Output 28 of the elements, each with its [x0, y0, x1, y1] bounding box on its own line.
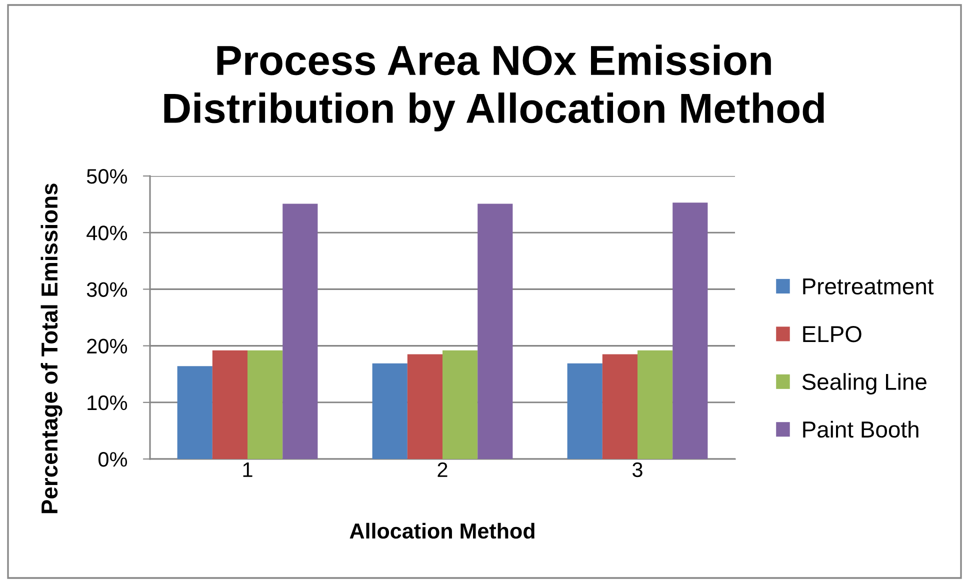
x-tick-label: 1: [243, 462, 252, 477]
bar: [672, 202, 708, 459]
legend-label: Pretreatment: [803, 278, 934, 295]
bar: [282, 204, 318, 459]
x-tick-label: 3: [632, 462, 642, 478]
bar: [212, 350, 248, 459]
bar: [177, 366, 212, 459]
y-tick-label: 50%: [86, 169, 128, 184]
bar: [248, 350, 283, 459]
x-tick-label: 2: [438, 462, 448, 477]
legend-label: ELPO: [803, 326, 862, 342]
y-tick-label: 40%: [86, 226, 128, 240]
y-axis-title: Percentage of Total Emissions: [40, 184, 62, 514]
bar: [602, 354, 638, 459]
bar: [442, 350, 478, 459]
x-axis-title: Allocation Method: [350, 522, 534, 539]
chart-title: Process Area NOx Emission Distribution by Allocation Method: [164, 44, 824, 132]
y-tick-label: 0%: [98, 452, 128, 467]
y-tick-label: 30%: [86, 282, 128, 297]
legend-label: Paint Booth: [803, 420, 918, 438]
bar: [372, 363, 408, 459]
y-tick-label: 20%: [87, 338, 128, 354]
bar: [567, 363, 602, 459]
legend-label: Sealing Line: [802, 373, 926, 394]
bar: [478, 204, 513, 459]
bar: [638, 350, 673, 459]
bar: [407, 354, 442, 459]
y-tick-label: 10%: [88, 395, 128, 410]
